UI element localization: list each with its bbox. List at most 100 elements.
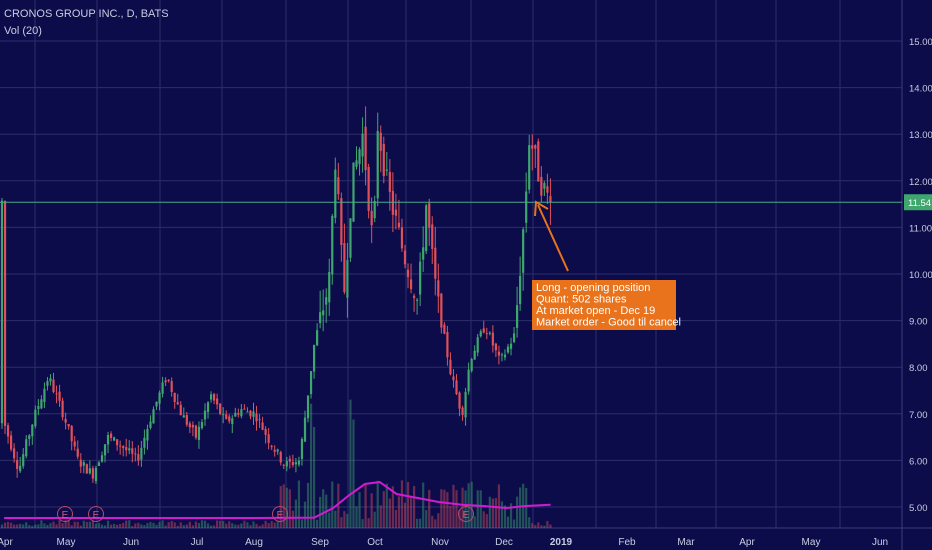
candle-body bbox=[149, 421, 152, 428]
earnings-marker-label: E bbox=[463, 510, 470, 521]
candle-body bbox=[143, 437, 146, 448]
candle bbox=[306, 395, 310, 423]
candle-body bbox=[161, 382, 164, 394]
volume-bar bbox=[473, 516, 476, 528]
volume-bar bbox=[188, 521, 191, 528]
candle bbox=[209, 391, 213, 403]
candle-body bbox=[46, 381, 49, 386]
candle bbox=[385, 152, 388, 176]
candle bbox=[222, 407, 225, 424]
volume-bar bbox=[440, 489, 443, 528]
candle bbox=[479, 329, 482, 338]
volume-bar bbox=[134, 523, 137, 528]
candle-body bbox=[231, 418, 234, 425]
volume-bar bbox=[428, 489, 431, 528]
candle-body bbox=[203, 410, 207, 420]
candle-body bbox=[37, 406, 40, 410]
candle bbox=[161, 376, 164, 398]
candle bbox=[173, 392, 176, 409]
candle-body bbox=[361, 133, 364, 157]
candle bbox=[376, 112, 379, 207]
volume-indicator-label[interactable]: Vol (20) bbox=[4, 25, 42, 37]
candle-body bbox=[49, 378, 52, 382]
candle-body bbox=[200, 421, 204, 429]
volume-bar bbox=[316, 519, 319, 528]
earnings-marker[interactable]: E bbox=[88, 506, 104, 522]
candle-body bbox=[491, 332, 494, 346]
candle bbox=[13, 443, 16, 463]
candle bbox=[522, 227, 525, 291]
volume-bar bbox=[319, 496, 322, 528]
price-tick-label: 14.00 bbox=[909, 84, 932, 95]
candle bbox=[0, 198, 4, 429]
candle-body bbox=[40, 399, 43, 409]
volume-bar bbox=[394, 509, 397, 528]
candle bbox=[367, 163, 370, 219]
time-tick-label: Jul bbox=[191, 537, 204, 548]
volume-bar bbox=[140, 524, 143, 528]
candle-body bbox=[106, 434, 110, 445]
candle-body bbox=[0, 200, 4, 424]
candle bbox=[322, 289, 325, 332]
volume-bar bbox=[543, 525, 546, 528]
candle bbox=[116, 439, 119, 451]
volume-bar bbox=[540, 525, 543, 528]
candle-body bbox=[185, 415, 188, 425]
candle-body bbox=[13, 448, 16, 459]
candle bbox=[67, 423, 70, 430]
earnings-marker[interactable]: E bbox=[57, 506, 73, 522]
price-tick-label: 11.00 bbox=[909, 223, 932, 234]
candle bbox=[276, 448, 279, 455]
volume-bar bbox=[234, 524, 237, 528]
candle-body bbox=[122, 446, 125, 449]
candle bbox=[106, 431, 110, 454]
candle-body bbox=[188, 423, 191, 428]
candle-body bbox=[43, 388, 46, 403]
candle bbox=[234, 407, 237, 417]
candle-body bbox=[467, 369, 470, 392]
volume-bar bbox=[119, 524, 122, 528]
candle bbox=[152, 406, 155, 424]
earnings-marker[interactable]: E bbox=[272, 506, 288, 522]
volume-bar bbox=[328, 512, 331, 528]
volume-bar bbox=[358, 492, 361, 528]
candle bbox=[46, 377, 49, 391]
candle bbox=[316, 323, 319, 347]
volume-bar bbox=[16, 524, 19, 528]
volume-bar bbox=[267, 523, 270, 528]
candle bbox=[343, 223, 346, 295]
volume-bar bbox=[446, 492, 449, 528]
candle-body bbox=[282, 464, 285, 466]
candle bbox=[358, 147, 361, 176]
price-tick-label: 7.00 bbox=[909, 410, 928, 421]
candle bbox=[352, 162, 355, 223]
volume-bar bbox=[200, 520, 204, 528]
volume-bar bbox=[161, 520, 164, 528]
candle bbox=[146, 424, 149, 450]
time-tick-label: Apr bbox=[0, 537, 13, 548]
candle-body bbox=[355, 160, 358, 167]
candle bbox=[167, 379, 170, 383]
candle bbox=[16, 451, 19, 478]
candle-body bbox=[519, 275, 522, 305]
candle-body bbox=[255, 413, 258, 422]
candle-body bbox=[331, 215, 334, 275]
volume-bar bbox=[403, 502, 407, 528]
candle-body bbox=[452, 376, 455, 381]
earnings-marker[interactable]: E bbox=[458, 506, 474, 522]
candle-body bbox=[276, 449, 279, 452]
volume-bar bbox=[464, 490, 467, 528]
candle-body bbox=[209, 394, 213, 400]
candle-body bbox=[446, 331, 449, 358]
candle-body bbox=[476, 337, 479, 353]
candle-body bbox=[191, 424, 194, 428]
candle-body bbox=[52, 379, 55, 393]
volume-bar bbox=[222, 521, 225, 528]
volume-bar bbox=[479, 490, 482, 528]
volume-bar bbox=[25, 522, 28, 528]
candle-body bbox=[249, 410, 252, 417]
candle bbox=[403, 244, 407, 269]
